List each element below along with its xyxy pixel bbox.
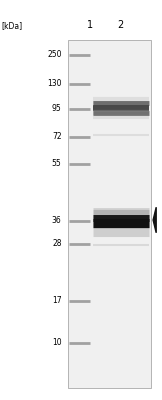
FancyBboxPatch shape	[68, 40, 151, 388]
Text: 130: 130	[47, 80, 62, 88]
Text: 250: 250	[47, 50, 62, 59]
Text: 2: 2	[118, 20, 124, 30]
Text: 28: 28	[52, 240, 62, 248]
Text: 55: 55	[52, 160, 62, 168]
Text: [kDa]: [kDa]	[2, 21, 23, 30]
Text: 36: 36	[52, 216, 62, 225]
Text: 1: 1	[87, 20, 93, 30]
Text: 95: 95	[52, 104, 62, 113]
Text: 10: 10	[52, 338, 62, 347]
Text: 17: 17	[52, 296, 62, 305]
Text: 72: 72	[52, 132, 62, 141]
Polygon shape	[153, 207, 156, 233]
